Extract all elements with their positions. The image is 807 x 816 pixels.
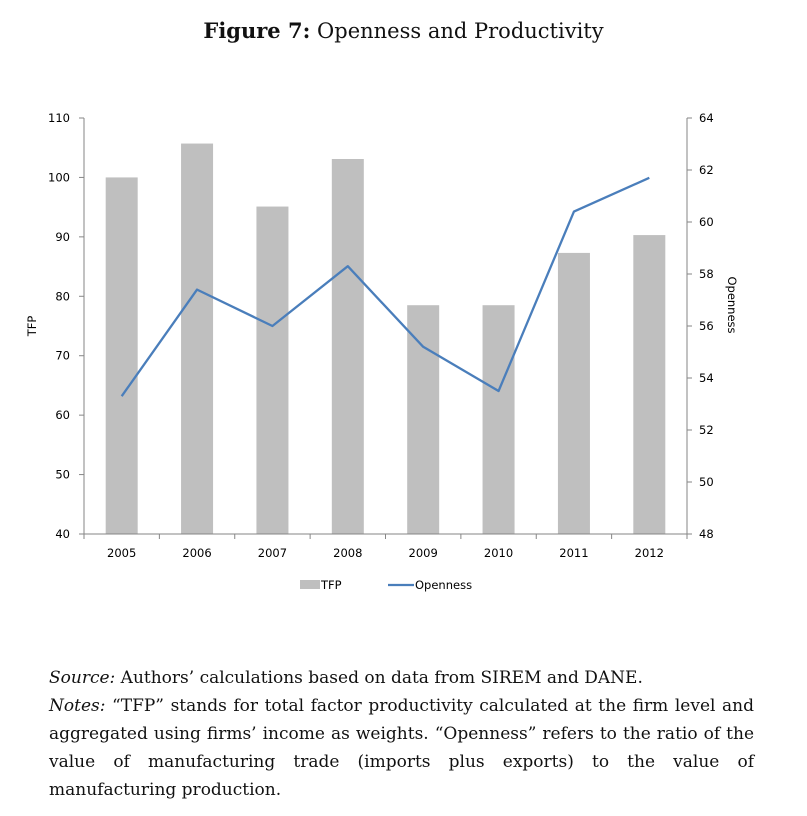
source-text: Authors’ calculations based on data from… <box>115 668 643 688</box>
left-tick-label: 50 <box>55 468 70 482</box>
figure-notes: Source: Authors’ calculations based on d… <box>49 664 754 804</box>
left-tick-label: 70 <box>55 349 70 363</box>
left-tick-label: 90 <box>55 230 70 244</box>
left-tick-label: 60 <box>55 408 70 422</box>
legend-openness-label: Openness <box>415 578 472 592</box>
figure-title-text: Openness and Productivity <box>317 19 604 43</box>
tfp-bar <box>407 305 440 534</box>
figure-label: Figure 7: <box>203 18 311 43</box>
left-tick-label: 80 <box>55 289 70 303</box>
right-tick-label: 62 <box>699 163 714 177</box>
right-tick-label: 58 <box>699 267 714 281</box>
x-tick-label: 2007 <box>258 546 287 560</box>
figure-title: Figure 7: Openness and Productivity <box>0 18 807 43</box>
left-tick-label: 100 <box>48 170 70 184</box>
y2-axis-label: Openness <box>725 276 739 333</box>
chart: 40 50 60 70 80 90 100 110 48 50 52 54 56 58 60 62 64 2005… <box>25 111 739 592</box>
tfp-bar <box>633 235 666 534</box>
tfp-bar <box>557 252 590 534</box>
right-tick-label: 48 <box>699 527 714 541</box>
tfp-bar <box>181 143 214 534</box>
x-tick-label: 2008 <box>333 546 362 560</box>
right-tick-label: 60 <box>699 215 714 229</box>
legend-tfp-label: TFP <box>320 578 342 592</box>
x-tick-label: 2006 <box>182 546 211 560</box>
tfp-bar <box>331 159 364 534</box>
left-tick-label: 40 <box>55 527 70 541</box>
notes-text: “TFP” stands for total factor productivi… <box>49 696 754 800</box>
tfp-bar <box>105 177 138 534</box>
notes-label: Notes: <box>49 696 106 716</box>
x-tick-label: 2012 <box>635 546 664 560</box>
tfp-bar <box>482 305 515 534</box>
right-tick-label: 54 <box>699 371 714 385</box>
right-tick-label: 50 <box>699 475 714 489</box>
y-axis-label: TFP <box>25 316 39 338</box>
x-tick-label: 2005 <box>107 546 136 560</box>
right-tick-label: 56 <box>699 319 714 333</box>
x-tick-label: 2009 <box>409 546 438 560</box>
x-tick-label: 2010 <box>484 546 513 560</box>
tfp-bar <box>256 206 289 534</box>
x-tick-label: 2011 <box>559 546 588 560</box>
left-tick-label: 110 <box>48 111 70 125</box>
right-tick-label: 64 <box>699 111 714 125</box>
source-label: Source: <box>49 668 116 688</box>
right-tick-label: 52 <box>699 423 714 437</box>
openness-line <box>120 176 650 397</box>
legend-tfp-swatch <box>300 580 320 589</box>
